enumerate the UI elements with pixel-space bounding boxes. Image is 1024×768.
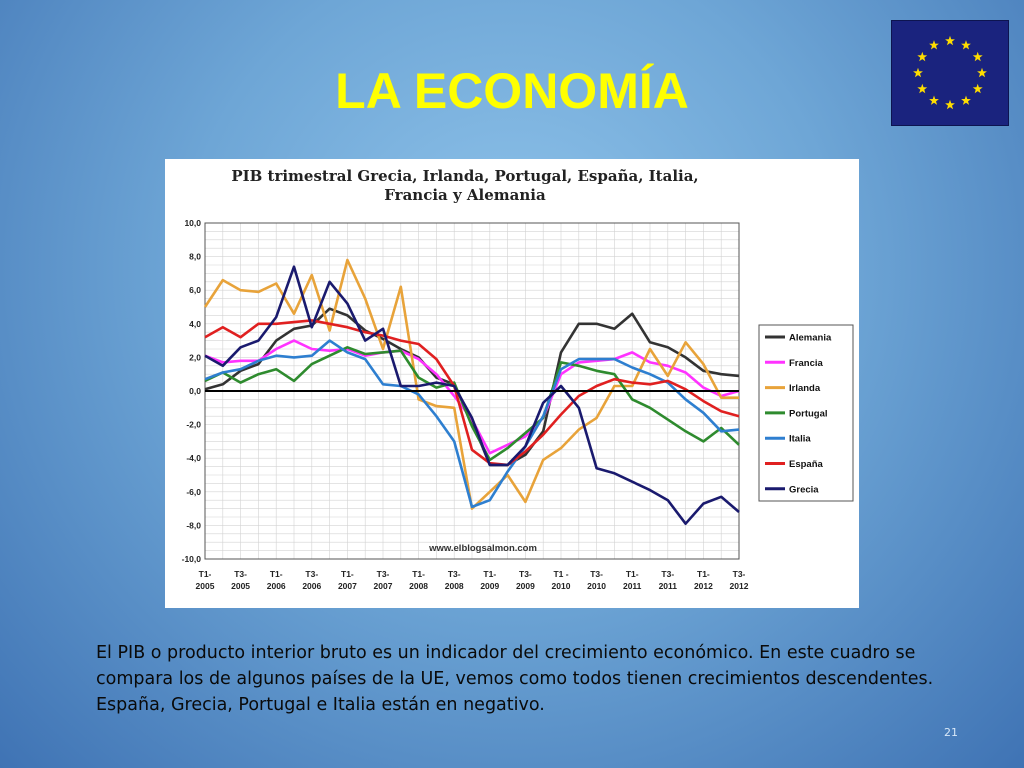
legend: Alemania Francia Irlanda Portugal Italia Espa… xyxy=(758,324,854,502)
series-line-irlanda xyxy=(203,258,739,510)
y-tick-label: -8,0 xyxy=(186,520,201,530)
x-tick-label: T3- xyxy=(448,569,461,579)
x-tick-label: T1- xyxy=(483,569,496,579)
x-tick-label: 2007 xyxy=(338,581,357,591)
eu-flag-icon xyxy=(891,20,1009,126)
x-tick-label: T3- xyxy=(733,569,746,579)
star-icon xyxy=(977,67,987,78)
legend-label: Alemania xyxy=(789,333,832,344)
star-icon xyxy=(972,51,983,62)
x-tick-label: T1- xyxy=(199,569,212,579)
line-chart: 10,0 8,0 6,0 4,0 2,0 0,0 -2,0 -4,0 -6,0 -8,0 -10,0… xyxy=(182,218,854,591)
y-tick-label: 6,0 xyxy=(189,285,201,295)
x-tick-label: 2008 xyxy=(445,581,464,591)
x-tick-label: T1- xyxy=(697,569,710,579)
x-tick-label: T1- xyxy=(412,569,425,579)
x-tick-label: 2005 xyxy=(231,581,250,591)
x-tick-label: T3- xyxy=(234,569,247,579)
x-tick-label: 2011 xyxy=(623,581,642,591)
x-tick-label: T3- xyxy=(590,569,603,579)
legend-label: España xyxy=(789,459,824,470)
y-tick-label: -6,0 xyxy=(186,487,201,497)
x-tick-label: 2008 xyxy=(409,581,428,591)
chart-panel: PIB trimestral Grecia, Irlanda, Portugal… xyxy=(165,159,859,608)
y-tick-label: 8,0 xyxy=(189,252,201,262)
x-tick-label: T1- xyxy=(341,569,354,579)
legend-label: Grecia xyxy=(789,484,819,495)
series-line-italia xyxy=(204,339,740,509)
star-icon xyxy=(929,95,939,105)
y-tick-label: -2,0 xyxy=(186,420,201,430)
slide-title: LA ECONOMÍA xyxy=(335,63,689,119)
y-tick-label: 0,0 xyxy=(189,386,201,396)
x-tick-label: 2010 xyxy=(587,581,606,591)
y-tick-label: 10,0 xyxy=(184,218,201,228)
y-tick-label: 2,0 xyxy=(189,352,201,362)
y-tick-label: -4,0 xyxy=(186,453,201,463)
chart-title-line1: PIB trimestral Grecia, Irlanda, Portugal… xyxy=(231,167,699,185)
series-line-españa xyxy=(204,319,740,467)
star-icon xyxy=(961,40,971,50)
star-icon xyxy=(913,67,923,78)
x-tick-label: 2007 xyxy=(374,581,393,591)
star-icon xyxy=(929,40,939,50)
x-tick-label: 2009 xyxy=(516,581,535,591)
legend-label: Francia xyxy=(789,358,824,369)
star-icon xyxy=(917,51,928,62)
x-tick-label: 2010 xyxy=(552,581,571,591)
x-tick-label: 2009 xyxy=(480,581,499,591)
x-tick-label: T1 - xyxy=(553,569,568,579)
y-tick-label: -10,0 xyxy=(182,554,202,564)
legend-label: Portugal xyxy=(789,408,828,419)
x-tick-label: T3- xyxy=(519,569,532,579)
x-tick-label: 2005 xyxy=(196,581,215,591)
x-tick-label: 2012 xyxy=(694,581,713,591)
x-tick-label: 2006 xyxy=(267,581,286,591)
x-tick-label: T1- xyxy=(626,569,639,579)
page-number: 21 xyxy=(944,726,958,739)
chart-title-line2: Francia y Alemania xyxy=(384,186,546,204)
star-icon xyxy=(945,35,955,46)
x-tick-label: 2011 xyxy=(659,581,678,591)
slide-caption: El PIB o producto interior bruto es un i… xyxy=(96,643,934,715)
x-tick-label: T3- xyxy=(661,569,674,579)
x-tick-label: T3- xyxy=(377,569,390,579)
star-icon xyxy=(972,83,983,94)
star-icon xyxy=(945,99,955,110)
series-line-grecia xyxy=(204,265,740,526)
x-tick-label: T3- xyxy=(305,569,318,579)
watermark-text: www.elblogsalmon.com xyxy=(428,543,537,554)
chart-title: PIB trimestral Grecia, Irlanda, Portugal… xyxy=(165,167,765,205)
legend-label: Irlanda xyxy=(789,383,821,394)
x-tick-label: 2006 xyxy=(302,581,321,591)
star-icon xyxy=(917,83,928,94)
legend-label: Italia xyxy=(789,434,811,445)
star-icon xyxy=(961,95,971,105)
x-tick-label: T1- xyxy=(270,569,283,579)
series-line-portugal xyxy=(204,346,740,462)
x-tick-label: 2012 xyxy=(730,581,749,591)
y-tick-label: 4,0 xyxy=(189,319,201,329)
